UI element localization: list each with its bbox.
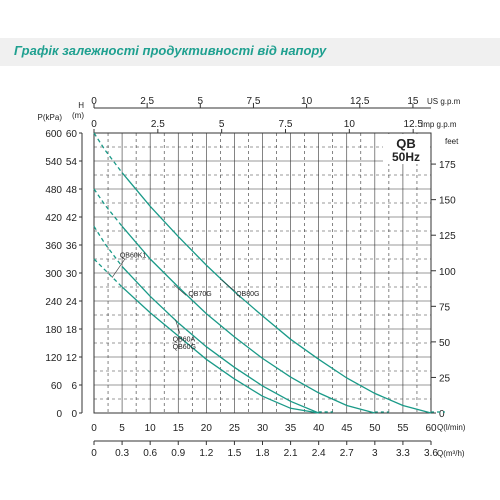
lmin-tick-label: 25	[229, 423, 241, 434]
feet-tick-label: 125	[439, 231, 456, 242]
curve-0	[121, 286, 319, 414]
imp-gpm-axis-label: Imp g.p.m	[421, 120, 457, 129]
series-label-qb80g: QB80G	[236, 291, 259, 298]
kpa-tick-label: 420	[45, 213, 62, 224]
kpa-tick-label: 540	[45, 157, 62, 168]
kpa-tick-label: 360	[45, 241, 62, 252]
feet-tick-label: 75	[439, 302, 451, 313]
curve-2	[121, 225, 375, 414]
meters-tick-label: 54	[66, 157, 78, 168]
lmin-tick-label: 30	[257, 423, 269, 434]
imp-gpm-tick-label: 12.5	[403, 119, 423, 130]
kpa-tick-label: 300	[45, 269, 62, 280]
feet-tick-label: 175	[439, 160, 456, 171]
curve-dashed-start-1	[93, 225, 123, 267]
meters-axis-label-top: H	[78, 101, 84, 110]
lmin-tick-label: 10	[145, 423, 157, 434]
us-gpm-tick-label: 5	[198, 96, 204, 107]
title-banner: Графік залежності продуктивності від нап…	[0, 38, 500, 66]
meters-tick-label: 48	[66, 185, 78, 196]
m3h-tick-label: 0.6	[143, 448, 157, 459]
lmin-tick-label: 45	[341, 423, 353, 434]
kpa-tick-label: 240	[45, 297, 62, 308]
us-gpm-tick-label: 2.5	[140, 96, 154, 107]
feet-tick-label: 25	[439, 373, 451, 384]
kpa-tick-label: 480	[45, 185, 62, 196]
meters-tick-label: 30	[66, 269, 78, 280]
page-title: Графік залежності продуктивності від нап…	[14, 43, 327, 58]
meters-axis-label: (m)	[72, 111, 84, 120]
m3h-tick-label: 3.3	[396, 448, 410, 459]
us-gpm-tick-label: 0	[91, 96, 97, 107]
us-gpm-axis-label: US g.p.m	[427, 97, 461, 106]
kpa-axis-label: P(kPa)	[38, 113, 63, 122]
us-gpm-tick-label: 10	[301, 96, 313, 107]
meters-tick-label: 12	[66, 353, 78, 364]
m3h-axis-label: Q(m³/h)	[437, 449, 465, 458]
curve-1	[121, 266, 319, 414]
imp-gpm-tick-label: 10	[344, 119, 356, 130]
label-leader-qb70g	[173, 284, 187, 296]
kpa-tick-label: 600	[45, 129, 62, 140]
m3h-tick-label: 3.6	[424, 448, 438, 459]
lmin-tick-label: 60	[425, 423, 437, 434]
series-label-qb70g: QB70G	[188, 291, 211, 298]
series-label-qb60g: QB60G	[173, 344, 196, 351]
lmin-tick-label: 40	[313, 423, 325, 434]
kpa-tick-label: 180	[45, 325, 62, 336]
lmin-tick-label: 55	[397, 423, 409, 434]
curve-dashed-start-2	[93, 188, 123, 227]
kpa-tick-label: 0	[56, 409, 62, 420]
lmin-axis-label: Q(l/min)	[437, 423, 466, 432]
series-label-qb60a: QB60A	[173, 337, 196, 344]
us-gpm-tick-label: 7.5	[247, 96, 261, 107]
m3h-tick-label: 2.7	[340, 448, 354, 459]
m3h-tick-label: 1.5	[227, 448, 241, 459]
series-label-qb60k1: QB60K1	[120, 253, 147, 260]
meters-tick-label: 24	[66, 297, 78, 308]
feet-tick-label: 50	[439, 338, 451, 349]
imp-gpm-tick-label: 2.5	[151, 119, 165, 130]
imp-gpm-tick-label: 5	[219, 119, 225, 130]
lmin-tick-label: 50	[369, 423, 381, 434]
meters-tick-label: 6	[71, 381, 77, 392]
meters-tick-label: 60	[66, 129, 78, 140]
meters-tick-label: 18	[66, 325, 78, 336]
label-leader-qb80g	[221, 279, 236, 292]
curve-dashed-start-0	[93, 258, 123, 288]
feet-tick-label: 0	[439, 409, 445, 420]
feet-tick-label: 150	[439, 196, 456, 207]
meters-tick-label: 42	[66, 213, 78, 224]
lmin-tick-label: 15	[173, 423, 185, 434]
m3h-tick-label: 2.4	[312, 448, 326, 459]
label-leader-qb60a	[175, 319, 181, 334]
m3h-tick-label: 0.3	[115, 448, 129, 459]
m3h-tick-label: 0.9	[171, 448, 185, 459]
lmin-tick-label: 0	[91, 423, 97, 434]
model-box	[383, 134, 430, 164]
lmin-tick-label: 20	[201, 423, 213, 434]
m3h-tick-label: 1.2	[199, 448, 213, 459]
kpa-tick-label: 60	[51, 381, 63, 392]
label-leader-qb60k1	[111, 258, 126, 278]
model-box-title: QB	[396, 136, 416, 151]
us-gpm-tick-label: 12.5	[350, 96, 370, 107]
lmin-tick-label: 35	[285, 423, 297, 434]
feet-axis-label: feet	[445, 137, 459, 146]
imp-gpm-tick-label: 7.5	[279, 119, 293, 130]
m3h-tick-label: 1.8	[256, 448, 270, 459]
meters-tick-label: 0	[71, 409, 77, 420]
meters-tick-label: 36	[66, 241, 78, 252]
feet-tick-label: 100	[439, 267, 456, 278]
m3h-tick-label: 3	[372, 448, 378, 459]
curve-3	[121, 172, 432, 414]
m3h-tick-label: 0	[91, 448, 97, 459]
us-gpm-tick-label: 15	[407, 96, 419, 107]
model-box-subtitle: 50Hz	[392, 150, 420, 164]
kpa-tick-label: 120	[45, 353, 62, 364]
imp-gpm-tick-label: 0	[91, 119, 97, 130]
lmin-tick-label: 5	[119, 423, 125, 434]
m3h-tick-label: 2.1	[284, 448, 298, 459]
